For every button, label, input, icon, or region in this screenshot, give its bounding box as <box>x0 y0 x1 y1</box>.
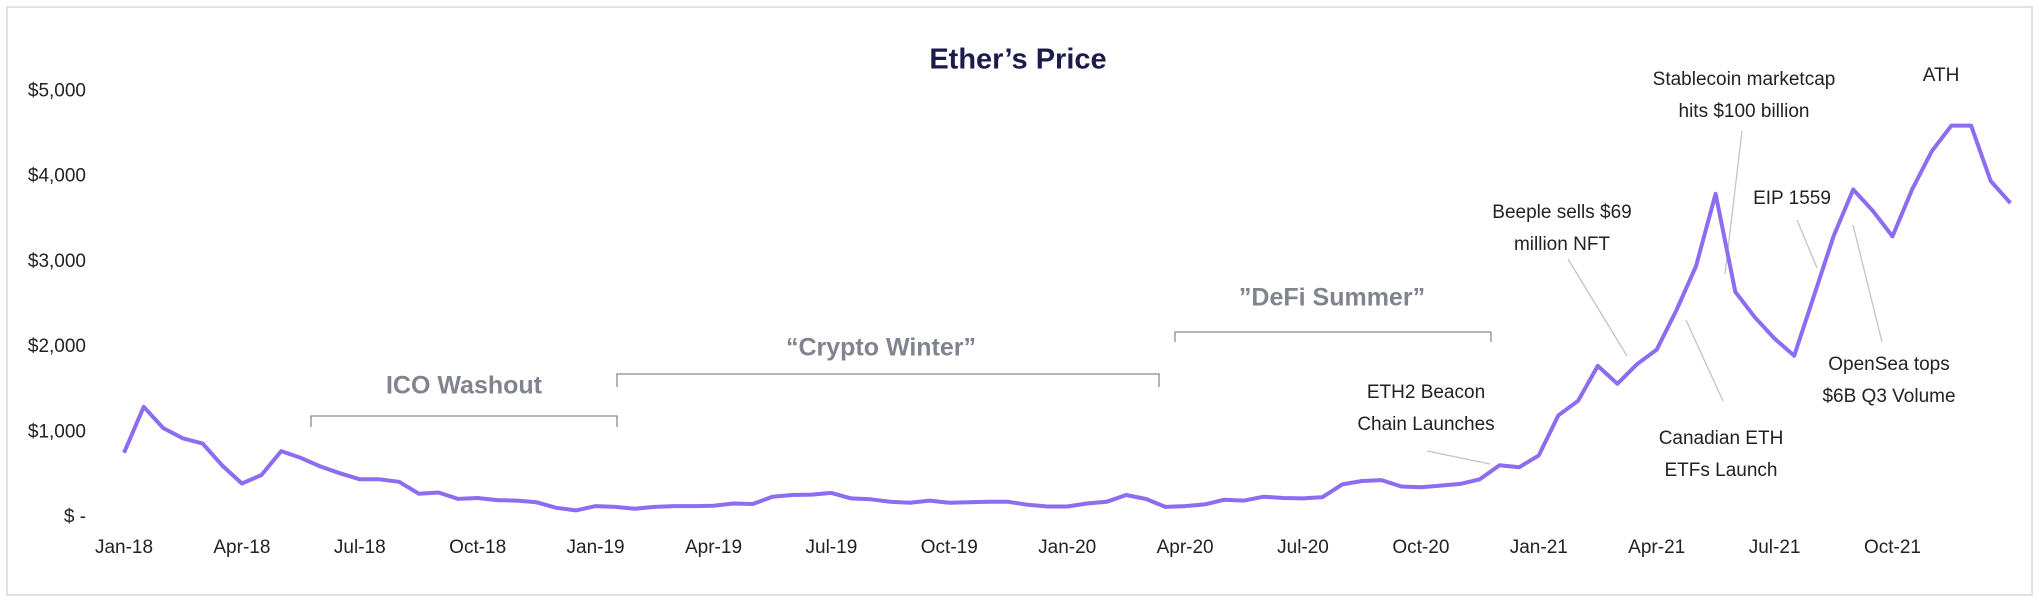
x-tick-label: Oct-20 <box>1392 537 1449 558</box>
y-tick-label: $2,000 <box>28 336 86 357</box>
bracket <box>1174 331 1492 342</box>
y-tick-label: $5,000 <box>28 81 86 102</box>
x-tick-label: Jan-20 <box>1038 537 1096 558</box>
annotation: Chain Launches <box>1357 414 1494 435</box>
x-tick-label: Apr-20 <box>1157 537 1214 558</box>
annotation: hits $100 billion <box>1679 101 1810 122</box>
x-tick-label: Apr-21 <box>1628 537 1685 558</box>
x-tick-label: Apr-19 <box>685 537 742 558</box>
x-tick-label: Oct-18 <box>449 537 506 558</box>
bracket <box>616 373 1160 387</box>
x-tick-label: Jul-20 <box>1277 537 1329 558</box>
x-tick-label: Jan-19 <box>567 537 625 558</box>
y-tick-label: $3,000 <box>28 251 86 272</box>
x-tick-label: Jul-21 <box>1749 537 1801 558</box>
x-tick-label: Jul-19 <box>806 537 858 558</box>
leader-line <box>1852 224 1883 343</box>
annotation: ETH2 Beacon <box>1367 382 1485 403</box>
y-tick-label: $4,000 <box>28 166 86 187</box>
frame <box>6 6 2033 596</box>
y-tick-label: $ - <box>64 507 86 528</box>
annotation: ETFs Launch <box>1665 460 1778 481</box>
x-tick-label: Apr-18 <box>213 537 270 558</box>
leader-line <box>1567 258 1628 357</box>
price-line <box>122 123 2012 513</box>
x-tick-label: Oct-21 <box>1864 537 1921 558</box>
annotation: Beeple sells $69 <box>1492 202 1631 223</box>
leader-line <box>1796 219 1818 269</box>
annotation: Canadian ETH <box>1659 428 1784 449</box>
annotation: ATH <box>1923 65 1960 86</box>
period-label: ICO Washout <box>386 372 543 400</box>
annotation: $6B Q3 Volume <box>1822 386 1955 407</box>
annotation: Stablecoin marketcap <box>1653 69 1836 90</box>
annotation: million NFT <box>1514 234 1610 255</box>
leader-line <box>1685 319 1724 402</box>
leader-line <box>1426 450 1491 465</box>
annotation: EIP 1559 <box>1753 188 1831 209</box>
x-tick-label: Oct-19 <box>921 537 978 558</box>
period-label: “Crypto Winter” <box>786 334 976 362</box>
x-tick-label: Jul-18 <box>334 537 386 558</box>
annotation: OpenSea tops <box>1828 354 1949 375</box>
period-label: ”DeFi Summer” <box>1239 284 1425 312</box>
y-tick-label: $1,000 <box>28 421 86 442</box>
x-tick-label: Jan-18 <box>95 537 153 558</box>
chart-title: Ether’s Price <box>929 44 1106 76</box>
x-tick-label: Jan-21 <box>1510 537 1568 558</box>
bracket <box>310 415 618 427</box>
